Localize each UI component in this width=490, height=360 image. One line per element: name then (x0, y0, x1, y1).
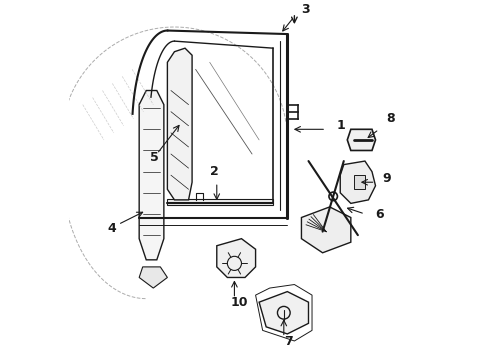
Text: 3: 3 (301, 3, 310, 16)
Polygon shape (139, 267, 168, 288)
Polygon shape (347, 129, 375, 150)
Text: 6: 6 (375, 207, 384, 221)
Polygon shape (139, 90, 164, 260)
Text: 1: 1 (337, 119, 345, 132)
Polygon shape (340, 161, 375, 203)
Text: 5: 5 (150, 151, 158, 164)
Text: 4: 4 (107, 222, 116, 235)
Polygon shape (168, 199, 273, 205)
Polygon shape (217, 239, 256, 278)
Polygon shape (301, 207, 351, 253)
Text: 10: 10 (231, 296, 248, 309)
Text: 7: 7 (284, 334, 293, 347)
Polygon shape (168, 48, 192, 200)
Text: 8: 8 (386, 112, 395, 125)
Polygon shape (354, 175, 365, 189)
Polygon shape (259, 292, 309, 334)
Text: 9: 9 (383, 172, 391, 185)
Text: 2: 2 (210, 165, 219, 178)
